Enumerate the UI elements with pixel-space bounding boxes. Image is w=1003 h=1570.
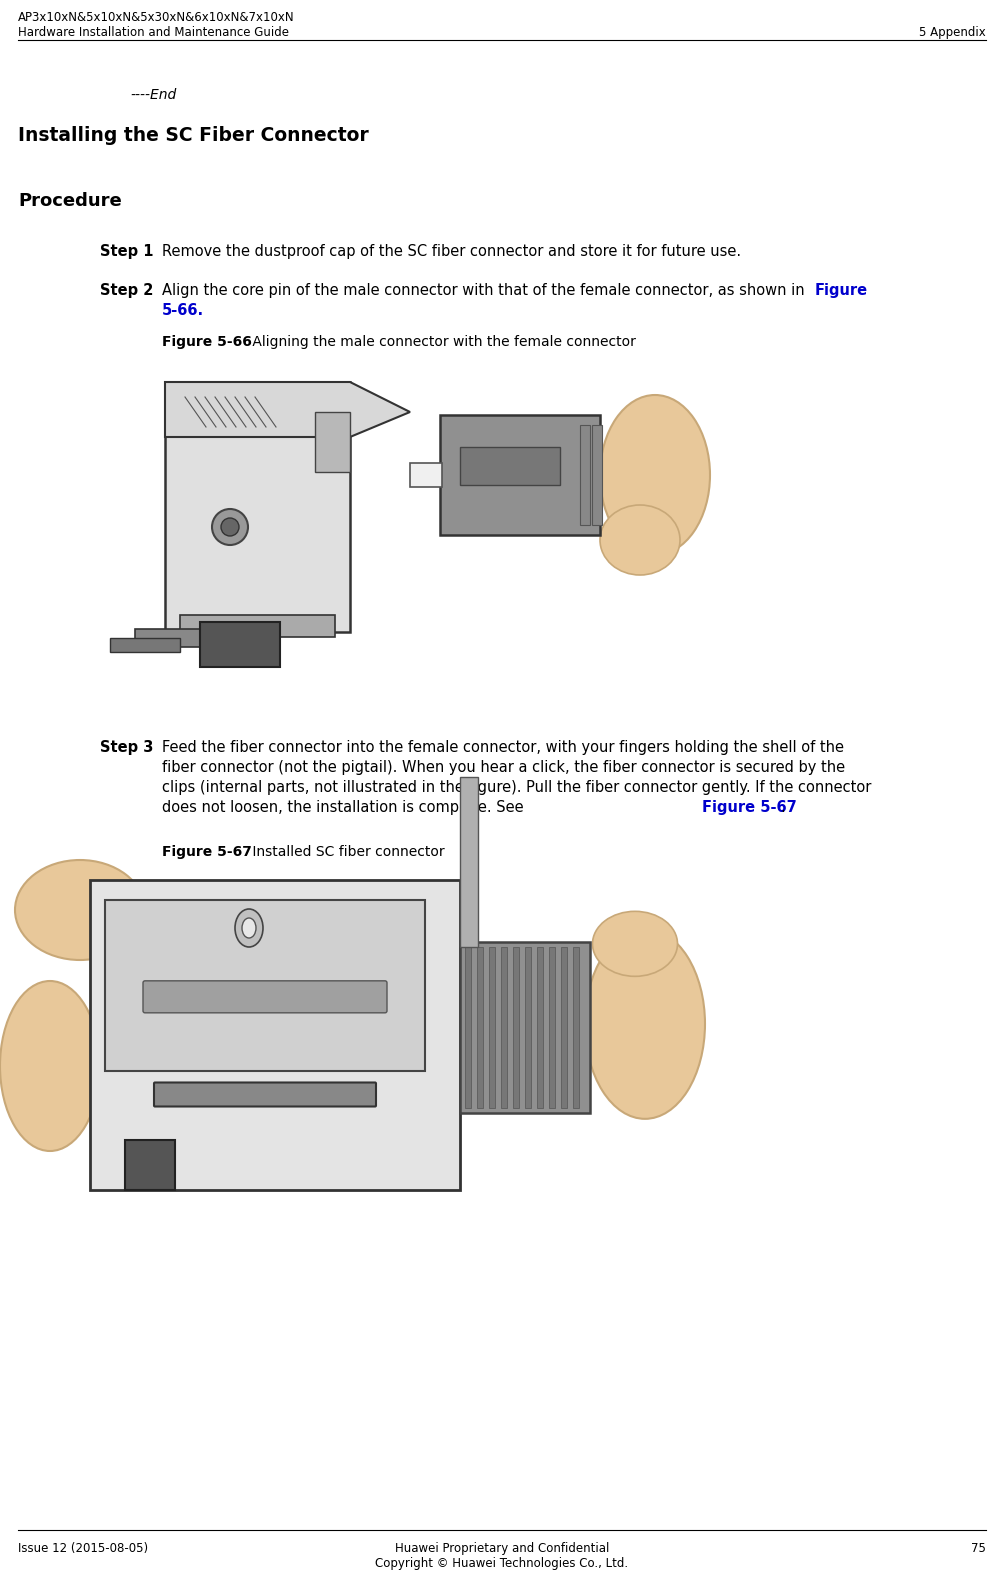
Text: fiber connector (not the pigtail). When you hear a click, the fiber connector is: fiber connector (not the pigtail). When … [161,760,845,776]
FancyBboxPatch shape [513,947,519,1107]
FancyBboxPatch shape [164,382,350,633]
Text: Figure: Figure [814,283,868,298]
FancyBboxPatch shape [580,425,590,524]
FancyBboxPatch shape [439,414,600,535]
FancyBboxPatch shape [488,947,495,1107]
Text: Step 2: Step 2 [100,283,153,298]
Ellipse shape [235,909,263,947]
FancyBboxPatch shape [134,630,225,647]
FancyBboxPatch shape [464,947,471,1107]
Circle shape [212,509,248,545]
Text: Remove the dustproof cap of the SC fiber connector and store it for future use.: Remove the dustproof cap of the SC fiber… [161,243,740,259]
Text: Procedure: Procedure [18,192,121,210]
Ellipse shape [600,506,679,575]
FancyBboxPatch shape [200,622,280,667]
Text: 5 Appendix: 5 Appendix [919,27,985,39]
Ellipse shape [585,929,704,1119]
Text: AP3x10xN&5x10xN&5x30xN&6x10xN&7x10xN: AP3x10xN&5x10xN&5x30xN&6x10xN&7x10xN [18,11,294,24]
FancyBboxPatch shape [476,947,483,1107]
FancyBboxPatch shape [105,900,424,1071]
Ellipse shape [15,860,144,959]
Ellipse shape [592,911,677,977]
FancyBboxPatch shape [409,463,441,487]
Text: Issue 12 (2015-08-05): Issue 12 (2015-08-05) [18,1542,148,1554]
Text: .: . [779,801,784,815]
Text: Figure 5-66: Figure 5-66 [161,334,252,349]
Text: Feed the fiber connector into the female connector, with your fingers holding th: Feed the fiber connector into the female… [161,739,844,755]
FancyBboxPatch shape [525,947,531,1107]
Text: does not loosen, the installation is complete. See: does not loosen, the installation is com… [161,801,528,815]
Text: Hardware Installation and Maintenance Guide: Hardware Installation and Maintenance Gu… [18,27,289,39]
Text: 5-66.: 5-66. [161,303,204,319]
FancyBboxPatch shape [459,447,560,485]
Text: clips (internal parts, not illustrated in the figure). Pull the fiber connector : clips (internal parts, not illustrated i… [161,780,871,794]
Text: Installed SC fiber connector: Installed SC fiber connector [248,845,444,859]
Text: Align the core pin of the male connector with that of the female connector, as s: Align the core pin of the male connector… [161,283,808,298]
Text: Step 3: Step 3 [100,739,153,755]
Ellipse shape [242,918,256,937]
Ellipse shape [0,981,100,1151]
FancyBboxPatch shape [573,947,579,1107]
FancyBboxPatch shape [459,942,590,1113]
FancyBboxPatch shape [153,1082,376,1107]
FancyBboxPatch shape [592,425,602,524]
FancyBboxPatch shape [142,981,386,1013]
Text: Installing the SC Fiber Connector: Installing the SC Fiber Connector [18,126,368,144]
FancyBboxPatch shape [315,411,350,473]
FancyBboxPatch shape [500,947,507,1107]
Text: 75: 75 [970,1542,985,1554]
FancyBboxPatch shape [90,881,459,1190]
Text: Copyright © Huawei Technologies Co., Ltd.: Copyright © Huawei Technologies Co., Ltd… [375,1557,628,1570]
FancyBboxPatch shape [125,1140,175,1190]
FancyBboxPatch shape [180,615,335,637]
FancyBboxPatch shape [459,777,477,947]
Text: Aligning the male connector with the female connector: Aligning the male connector with the fem… [248,334,635,349]
Text: Step 1: Step 1 [100,243,153,259]
FancyBboxPatch shape [549,947,555,1107]
FancyBboxPatch shape [110,637,180,652]
Text: Figure 5-67: Figure 5-67 [701,801,796,815]
FancyBboxPatch shape [561,947,567,1107]
FancyBboxPatch shape [537,947,543,1107]
Ellipse shape [600,396,709,556]
Polygon shape [164,382,409,436]
Text: Huawei Proprietary and Confidential: Huawei Proprietary and Confidential [394,1542,609,1554]
Text: Figure 5-67: Figure 5-67 [161,845,252,859]
Circle shape [221,518,239,535]
Text: ----End: ----End [129,88,177,102]
